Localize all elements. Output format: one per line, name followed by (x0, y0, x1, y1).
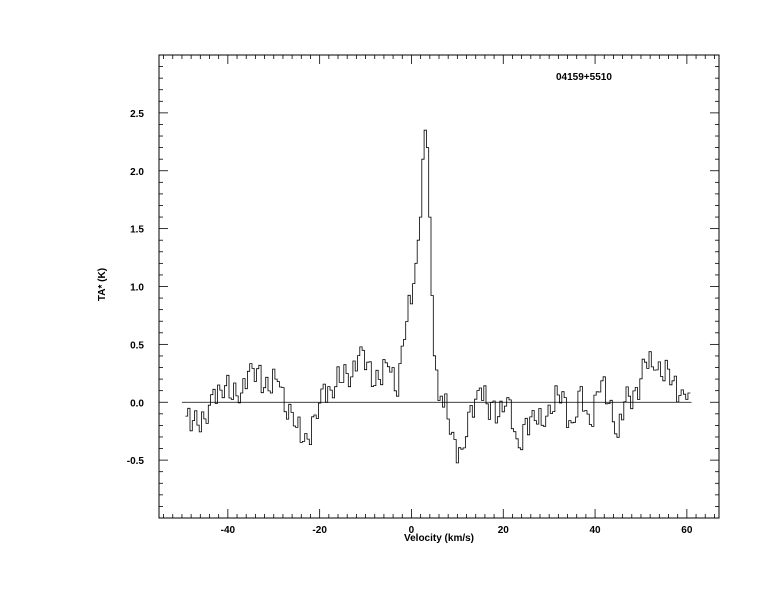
y-tick-label: -0.5 (127, 456, 145, 467)
plot-frame (158, 54, 720, 519)
x-tick-label: 60 (681, 525, 693, 536)
x-axis-label: Velocity (km/s) (404, 533, 474, 544)
y-tick-label: 1.0 (130, 283, 144, 294)
y-axis-label: TA* (K) (97, 268, 108, 301)
spectrum-line (185, 129, 691, 464)
x-tick-label: -20 (312, 525, 327, 536)
x-tick-label: -40 (221, 525, 236, 536)
y-tick-label: 2.5 (130, 109, 144, 120)
source-label: 04159+5510 (556, 72, 612, 83)
x-tick-label: 20 (498, 525, 510, 536)
axis-tick-labels: -40 -20 0 20 40 60 -0.5 0.0 0.5 1.0 1.5 2.0 2.5 (127, 109, 693, 536)
x-tick-label: 0 (409, 525, 415, 536)
x-tick-label: 40 (590, 525, 602, 536)
y-tick-label: 2.0 (130, 167, 144, 178)
y-tick-label: 0.0 (130, 398, 144, 409)
y-tick-label: 0.5 (130, 340, 144, 351)
axis-ticks (159, 54, 719, 519)
y-tick-label: 1.5 (130, 225, 144, 236)
